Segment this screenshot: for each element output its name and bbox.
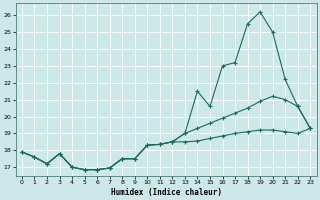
X-axis label: Humidex (Indice chaleur): Humidex (Indice chaleur) (111, 188, 221, 197)
